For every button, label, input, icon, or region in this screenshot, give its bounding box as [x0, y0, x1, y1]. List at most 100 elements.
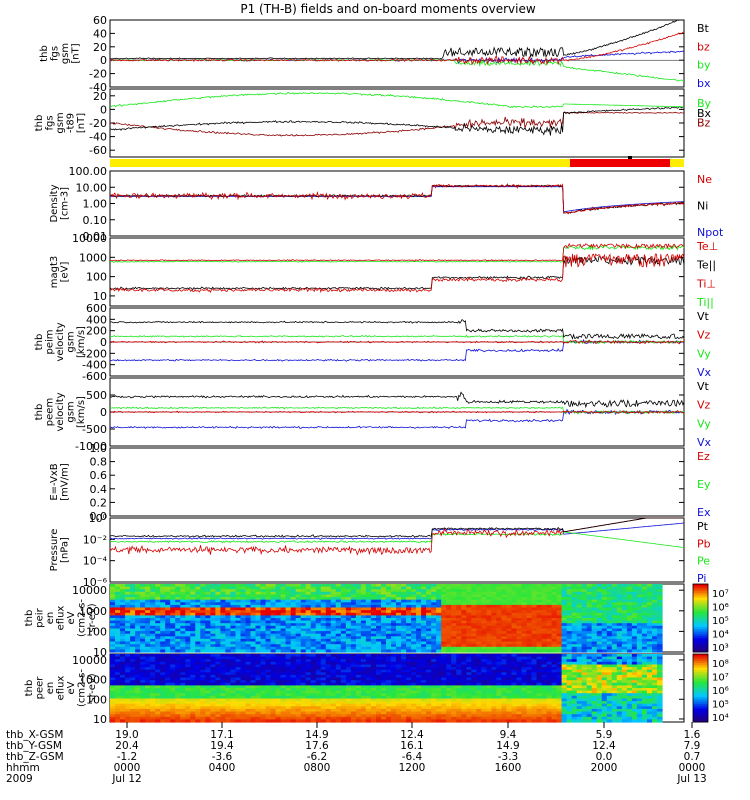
spectro-cell: [270, 672, 277, 676]
spectro-cell: [145, 682, 151, 686]
spectro-cell: [110, 680, 116, 684]
spectro-cell: [601, 638, 608, 643]
spectro-cell: [145, 716, 151, 720]
spectro-cell: [175, 695, 181, 699]
spectro-cell: [155, 695, 161, 699]
spectro-cell: [476, 636, 482, 640]
spectro-cell: [406, 680, 412, 684]
spectro-cell: [381, 599, 387, 603]
spectro-cell: [290, 631, 297, 635]
spectro-cell: [360, 618, 367, 622]
spectro-cell: [345, 594, 352, 598]
spectro-cell: [355, 631, 362, 635]
spectro-cell: [185, 631, 191, 635]
spectro-cell: [115, 638, 121, 643]
spectro-cell: [130, 636, 136, 640]
spectro-cell: [365, 664, 372, 668]
spectro-cell: [315, 631, 322, 635]
spectro-cell: [376, 597, 382, 601]
spectro-cell: [305, 633, 312, 637]
spectro-cell: [401, 719, 407, 723]
legend-Bz: Bz: [697, 117, 711, 130]
y-axis-label: gsm: [60, 43, 71, 64]
spectro-cell: [652, 636, 658, 640]
spectro-cell: [225, 688, 231, 692]
colorbar-step: [693, 593, 708, 596]
spectro-cell: [391, 680, 397, 684]
spectro-cell: [456, 633, 462, 637]
spectro-cell: [376, 654, 382, 658]
spectro-cell: [416, 661, 422, 665]
spectro-cell: [431, 633, 437, 637]
colorbar-step: [693, 633, 708, 637]
spectro-cell: [200, 599, 206, 603]
colorbar-step: [693, 608, 708, 612]
spectro-cell: [160, 714, 166, 718]
y-tick-label: 10: [93, 713, 107, 726]
spectro-cell: [591, 584, 598, 588]
spectro-cell: [591, 623, 598, 627]
spectro-cell: [120, 695, 126, 699]
spectro-cell: [536, 618, 543, 622]
spectro-cell: [260, 636, 267, 640]
spectro-cell: [350, 667, 357, 671]
spectro-cell: [551, 599, 558, 603]
spectro-cell: [456, 612, 462, 616]
spectro-cell: [170, 586, 176, 590]
spectro-cell: [170, 612, 176, 616]
spectro-cell: [325, 677, 332, 681]
spectro-cell: [526, 615, 533, 619]
spectro-cell: [446, 631, 452, 635]
spectro-cell: [320, 674, 327, 679]
spectro-cell: [160, 618, 166, 622]
spectro-cell: [446, 693, 452, 697]
spectro-cell: [376, 682, 382, 686]
spectro-cell: [426, 594, 432, 598]
spectro-cell: [340, 584, 347, 588]
spectro-cell: [215, 597, 221, 601]
spectro-cell: [150, 682, 156, 686]
spectro-cell: [360, 641, 367, 645]
spectro-cell: [330, 708, 337, 713]
spectro-cell: [461, 618, 467, 622]
spectro-cell: [381, 672, 387, 676]
spectro-cell: [185, 685, 191, 689]
spectro-cell: [657, 625, 663, 629]
spectro-cell: [120, 659, 126, 663]
spectro-cell: [551, 604, 558, 609]
spectro-cell: [466, 620, 472, 624]
spectro-cell: [150, 711, 156, 715]
spectro-cell: [135, 607, 141, 611]
spectro-cell: [250, 631, 257, 635]
spectro-cell: [125, 677, 131, 681]
spectro-cell: [636, 604, 643, 609]
spectro-cell: [646, 599, 653, 603]
spectro-cell: [451, 599, 457, 603]
spectro-cell: [270, 667, 277, 671]
spectro-cell: [275, 706, 282, 710]
spectro-cell: [265, 620, 272, 624]
spectro-cell: [411, 682, 417, 686]
spectro-cell: [411, 711, 417, 715]
spectro-cell: [115, 701, 121, 705]
legend-By: By: [697, 97, 712, 110]
spectro-cell: [230, 586, 236, 590]
spectro-cell: [205, 719, 211, 723]
spectro-cell: [210, 667, 216, 671]
spectro-cell: [431, 607, 437, 611]
spectro-cell: [340, 664, 347, 668]
spectro-cell: [215, 667, 221, 671]
spectro-cell: [481, 646, 487, 650]
spectro-cell: [150, 695, 156, 699]
spectro-cell: [581, 584, 588, 588]
spectro-cell: [386, 695, 392, 699]
spectro-cell: [350, 623, 357, 627]
spectro-cell: [396, 695, 402, 699]
spectro-cell: [561, 649, 568, 653]
spectro-cell: [421, 711, 427, 715]
spectro-cell: [511, 610, 518, 614]
spectro-cell: [195, 682, 201, 686]
spectro-cell: [386, 674, 392, 679]
spectro-cell: [300, 672, 307, 676]
spectro-cell: [160, 685, 166, 689]
